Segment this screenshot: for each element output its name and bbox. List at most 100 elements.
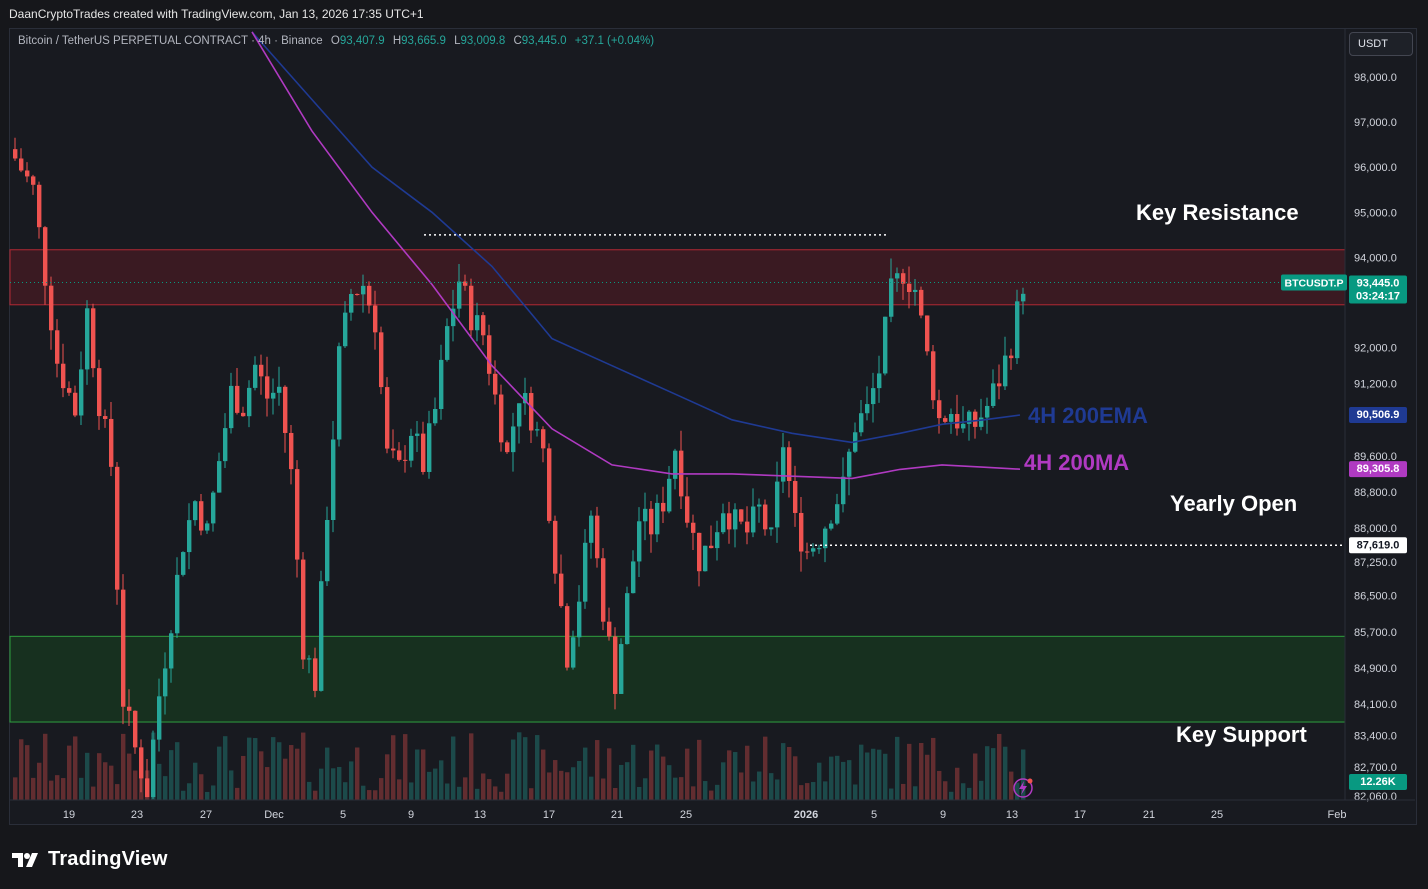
volume-bar	[49, 780, 54, 800]
volume-bar	[937, 770, 942, 800]
volume-bar	[235, 787, 240, 800]
candle-body	[583, 542, 588, 602]
candle-body	[811, 548, 816, 552]
volume-bar	[193, 762, 198, 800]
key-support-label: Key Support	[1176, 722, 1307, 747]
volume-bar	[127, 753, 132, 800]
volume-bar	[79, 777, 84, 800]
y-tick-label: 94,000.0	[1354, 252, 1397, 264]
candle-body	[343, 312, 348, 347]
volume-bar	[925, 754, 930, 800]
volume-bar	[529, 788, 534, 800]
candle-body	[475, 315, 480, 331]
volume-bar	[499, 791, 504, 800]
volume-bar	[349, 761, 354, 800]
candle-body	[607, 621, 612, 637]
volume-bar	[247, 737, 252, 800]
candle-body	[913, 289, 918, 292]
candle-body	[43, 227, 48, 286]
candle-body	[997, 383, 1002, 387]
candle-body	[1015, 301, 1020, 359]
volume-bar	[493, 786, 498, 800]
candle-body	[277, 386, 282, 393]
volume-bar	[553, 760, 558, 800]
x-axis: 19 23 27 Dec 5 9 13 17 21 25 2026 5 9 13 17 21 25 Feb	[10, 799, 1415, 821]
volume-bar	[835, 755, 840, 800]
candle-body	[91, 308, 96, 369]
candle-body	[535, 429, 540, 431]
candle-body	[943, 418, 948, 422]
candle-body	[487, 335, 492, 374]
symbol-info-bar[interactable]: Bitcoin / TetherUS PERPETUAL CONTRACT · …	[18, 35, 655, 47]
candle-body	[355, 293, 360, 295]
volume-bar	[691, 786, 696, 800]
candle-body	[385, 387, 390, 449]
candle-body	[907, 283, 912, 292]
candle-body	[709, 545, 714, 549]
volume-bar	[295, 748, 300, 800]
candle-body	[199, 501, 204, 531]
candle-body	[247, 387, 252, 417]
tradingview-logo[interactable]: TradingView	[12, 848, 168, 871]
y-tick-label: 98,000.0	[1354, 72, 1397, 84]
candle-body	[211, 492, 216, 524]
moving-averages-layer	[251, 31, 1021, 480]
volume-bar	[259, 751, 264, 800]
candle-body	[265, 376, 270, 399]
close-value: 93,445.0	[521, 35, 567, 47]
volume-bar	[37, 762, 42, 800]
volume-bar	[355, 747, 360, 800]
candle-body	[823, 528, 828, 549]
bottom-bar	[0, 827, 1428, 889]
candle-body	[445, 326, 450, 360]
key-support-zone	[9, 635, 1346, 723]
x-tick-label: 25	[680, 809, 692, 821]
symbol-interval: 4h	[258, 35, 271, 47]
candles-layer	[13, 137, 1026, 799]
candle-body	[757, 504, 762, 507]
candle-body	[1009, 355, 1014, 359]
volume-bar	[415, 749, 420, 800]
brand-name: TradingView	[48, 848, 168, 870]
candle-body	[307, 658, 312, 660]
tradingview-icon	[12, 852, 38, 867]
volume-bar	[607, 748, 612, 800]
x-tick-label: 21	[611, 809, 623, 821]
volume-bar	[391, 735, 396, 800]
x-tick-label: 21	[1143, 809, 1155, 821]
y-tick-label: 83,400.0	[1354, 731, 1397, 743]
volume-bar	[895, 736, 900, 800]
high-label: H	[392, 35, 402, 47]
volume-bar	[109, 765, 114, 800]
volume-bar	[31, 777, 36, 800]
volume-bar	[595, 740, 600, 800]
volume-bar	[589, 776, 594, 800]
candle-body	[655, 502, 660, 535]
volume-bar	[793, 756, 798, 800]
volume-bar	[817, 762, 822, 800]
volume-bar	[85, 752, 90, 800]
volume-bar	[751, 781, 756, 800]
volume-bar	[955, 767, 960, 800]
volume-bar	[505, 773, 510, 800]
y-tick-label: 92,000.0	[1354, 343, 1397, 355]
volume-bar	[409, 782, 414, 800]
candle-body	[433, 409, 438, 424]
candle-body	[481, 315, 486, 336]
candle-body	[787, 447, 792, 482]
candle-body	[493, 373, 498, 395]
currency-button[interactable]: USDT	[1349, 32, 1413, 56]
volume-bar	[211, 785, 216, 800]
volume-bar	[973, 753, 978, 800]
volume-bar	[673, 777, 678, 800]
volume-bar	[91, 786, 96, 800]
lightning-icon	[1019, 781, 1027, 795]
volume-bar	[625, 762, 630, 800]
candle-body	[937, 400, 942, 419]
volume-bar	[763, 736, 768, 800]
ema-value-tag-text: 90,506.9	[1357, 409, 1400, 421]
volume-bar	[511, 739, 516, 800]
volume-bar	[331, 768, 336, 800]
chart-credit: DaanCryptoTrades created with TradingVie…	[9, 7, 424, 21]
